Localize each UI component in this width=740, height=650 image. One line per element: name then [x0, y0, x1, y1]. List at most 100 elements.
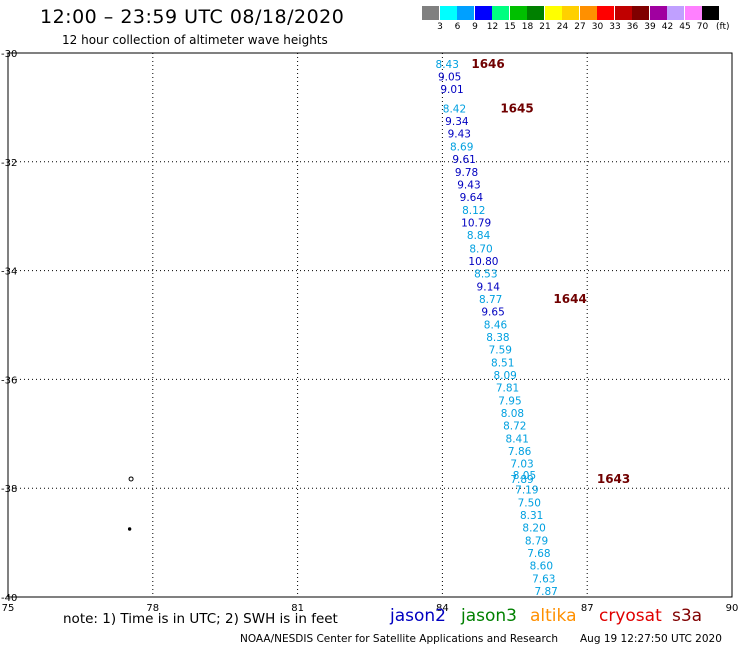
satellite-legend-altika: altika	[530, 606, 577, 626]
y-tick-label: -36	[1, 375, 17, 386]
wave-height-label: 7.68	[527, 548, 550, 560]
wave-height-label: 8.42	[443, 103, 466, 115]
wave-height-label: 7.59	[489, 344, 512, 356]
x-tick-label: 81	[291, 603, 304, 614]
x-tick-label: 87	[581, 603, 594, 614]
satellite-legend-cryosat: cryosat	[599, 606, 662, 626]
satellite-legend-jason3: jason3	[461, 606, 517, 626]
colorbar-tick-label: 24	[556, 22, 569, 32]
colorbar-swatch	[702, 6, 719, 20]
wave-height-label: 9.61	[452, 154, 475, 166]
colorbar-swatch	[579, 6, 597, 20]
colorbar-swatch	[439, 6, 457, 20]
wave-height-label: 9.43	[457, 180, 480, 192]
wave-height-label: 8.51	[491, 358, 514, 370]
x-tick-label: 84	[436, 603, 449, 614]
y-tick-label: -34	[1, 267, 17, 278]
colorbar-tick-label: 42	[661, 22, 674, 32]
wave-height-label: 8.79	[525, 535, 548, 547]
colorbar-swatch	[597, 6, 614, 20]
colorbar-swatch	[474, 6, 492, 20]
wave-height-label: 9.01	[440, 84, 463, 96]
wave-height-label: 9.64	[460, 192, 484, 204]
colorbar-tick-label: 15	[504, 22, 516, 32]
wave-height-label: 8.72	[503, 421, 526, 433]
colorbar-tick-label: 6	[454, 22, 461, 32]
satellite-legend-s3a: s3a	[672, 606, 703, 626]
wave-height-label: 7.03	[510, 459, 533, 471]
timestamp-text: Aug 19 12:27:50 UTC 2020	[580, 633, 722, 645]
colorbar-swatch	[667, 6, 684, 20]
wave-height-label: 7.19	[515, 484, 538, 496]
colorbar-swatch	[649, 6, 667, 20]
colorbar-tick-label: 70	[696, 22, 709, 32]
pass-time-label: 1646	[471, 57, 504, 71]
wave-height-label: 7.86	[508, 446, 532, 458]
wave-height-label: 8.20	[522, 522, 545, 534]
chart-title: 12:00 – 23:59 UTC 08/18/2020	[40, 6, 345, 28]
wave-height-label: 8.12	[462, 205, 485, 217]
colorbar-tick-label: 9	[472, 22, 478, 32]
wave-height-label: 8.38	[486, 332, 509, 344]
wave-height-label: 10.79	[461, 218, 491, 230]
wave-height-label: 8.08	[501, 408, 524, 420]
wave-height-label: 8.05	[513, 470, 536, 482]
colorbar-unit: (ft)	[716, 22, 730, 32]
y-tick-label: -32	[1, 158, 17, 169]
colorbar-tick-label: 21	[539, 22, 551, 32]
colorbar-tick-label: 18	[521, 22, 534, 32]
colorbar-tick-label: 30	[591, 22, 604, 32]
island-marker	[128, 476, 134, 482]
wave-height-label: 8.46	[484, 319, 508, 331]
wave-height-label: 8.43	[436, 59, 459, 71]
wave-height-label: 7.63	[532, 574, 555, 586]
x-tick-label: 78	[146, 603, 159, 614]
colorbar-tick-label: 3	[437, 22, 443, 32]
colorbar-tick-label: 27	[574, 22, 586, 32]
wave-height-label: 8.77	[479, 294, 502, 306]
pass-time-label: 1645	[500, 101, 533, 115]
wave-height-label: 9.65	[481, 306, 504, 318]
wave-height-label: 9.05	[438, 71, 461, 83]
pass-time-label: 1643	[597, 472, 630, 486]
colorbar-swatch	[422, 6, 439, 20]
colorbar-swatch	[544, 6, 562, 20]
satellite-legend-jason2: jason2	[390, 606, 446, 626]
colorbar-tick-label: 36	[626, 22, 639, 32]
colorbar-swatch	[457, 6, 474, 20]
colorbar-tick-label: 39	[644, 22, 656, 32]
wave-height-label: 8.41	[506, 434, 529, 446]
footer-note: note: 1) Time is in UTC; 2) SWH is in fe…	[63, 611, 338, 627]
wave-height-label: 8.69	[450, 142, 473, 154]
colorbar-swatch	[509, 6, 527, 20]
credit-text: NOAA/NESDIS Center for Satellite Applica…	[240, 633, 558, 645]
x-tick-label: 75	[2, 603, 15, 614]
colorbar-tick-label: 12	[486, 22, 499, 32]
plot-frame	[7, 52, 733, 598]
wave-height-label: 8.84	[467, 230, 491, 242]
y-tick-label: -38	[1, 484, 17, 495]
chart-subtitle: 12 hour collection of altimeter wave hei…	[62, 33, 328, 47]
colorbar-swatch	[527, 6, 544, 20]
wave-height-label: 8.09	[493, 370, 516, 382]
x-tick-label: 90	[726, 603, 739, 614]
y-tick-label: -40	[1, 593, 17, 604]
wave-height-label: 8.31	[520, 510, 543, 522]
colorbar-swatch	[562, 6, 579, 20]
wave-height-label: 10.80	[468, 256, 498, 268]
wave-height-label: 9.78	[455, 167, 478, 179]
colorbar-swatch	[684, 6, 702, 20]
y-tick-label: -30	[1, 49, 17, 60]
island-marker	[127, 527, 132, 531]
wave-height-label: 9.43	[448, 129, 471, 141]
wave-height-label: 9.34	[445, 116, 469, 128]
wave-height-label: 7.89	[510, 474, 533, 486]
colorbar-swatch	[632, 6, 649, 20]
wave-height-label: 7.95	[498, 396, 521, 408]
wave-height-label: 8.70	[469, 243, 492, 255]
colorbar-tick-label: 33	[609, 22, 621, 32]
pass-time-label: 1644	[553, 292, 586, 306]
wave-height-label: 9.14	[477, 281, 501, 293]
wave-height-label: 8.53	[474, 268, 497, 280]
